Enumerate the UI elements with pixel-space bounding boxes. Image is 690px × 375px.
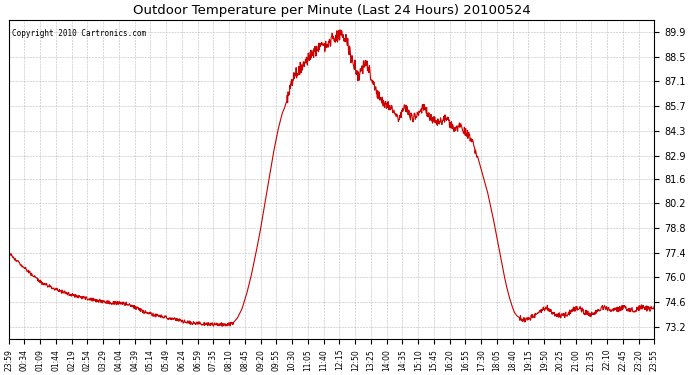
Text: Copyright 2010 Cartronics.com: Copyright 2010 Cartronics.com xyxy=(12,29,146,38)
Title: Outdoor Temperature per Minute (Last 24 Hours) 20100524: Outdoor Temperature per Minute (Last 24 … xyxy=(132,4,531,17)
